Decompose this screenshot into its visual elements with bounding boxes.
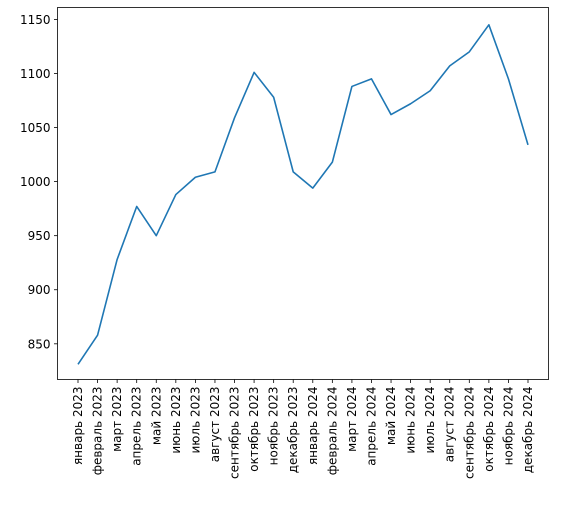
y-axis: 850 900 950 1000 1050 1100 1150 <box>20 13 58 351</box>
x-tick-label: ноябрь 2024 <box>501 387 515 466</box>
x-tick-label: октябрь 2024 <box>482 387 496 472</box>
y-tick-label: 950 <box>28 229 51 243</box>
x-tick-label: апрель 2024 <box>364 387 378 466</box>
x-tick-label: ноябрь 2023 <box>267 387 281 466</box>
series-line <box>77 24 529 365</box>
y-tick-label: 1150 <box>20 13 51 27</box>
x-tick-label: март 2024 <box>345 387 359 452</box>
x-tick-label: август 2024 <box>443 387 457 463</box>
x-tick-label: декабрь 2023 <box>286 387 300 474</box>
x-tick-label: декабрь 2024 <box>521 387 535 474</box>
x-axis: январь 2023 февраль 2023 март 2023 апрель 2… <box>71 379 535 479</box>
y-tick-label: 900 <box>28 283 51 297</box>
x-tick-label: февраль 2023 <box>91 387 105 476</box>
y-tick-label: 1100 <box>20 67 51 81</box>
x-tick-label: январь 2023 <box>71 387 85 466</box>
x-tick-label: октябрь 2023 <box>247 387 261 472</box>
x-tick-label: апрель 2023 <box>130 387 144 466</box>
x-tick-label: май 2023 <box>149 387 163 446</box>
y-tick-label: 850 <box>28 337 51 351</box>
plot-frame <box>57 7 549 380</box>
x-tick-label: сентябрь 2024 <box>462 386 476 478</box>
x-tick-label: май 2024 <box>384 387 398 446</box>
x-tick-label: сентябрь 2023 <box>228 387 242 479</box>
x-tick-label: июнь 2023 <box>169 387 183 454</box>
x-tick-label: июль 2024 <box>423 387 437 454</box>
y-tick-label: 1050 <box>20 121 51 135</box>
x-tick-label: февраль 2024 <box>325 387 339 476</box>
x-tick-label: январь 2024 <box>306 387 320 466</box>
x-tick-label: март 2023 <box>110 387 124 452</box>
x-tick-label: июль 2023 <box>188 387 202 454</box>
x-tick-label: июнь 2024 <box>404 387 418 454</box>
y-tick-label: 1000 <box>20 175 51 189</box>
x-tick-label: август 2023 <box>208 387 222 463</box>
